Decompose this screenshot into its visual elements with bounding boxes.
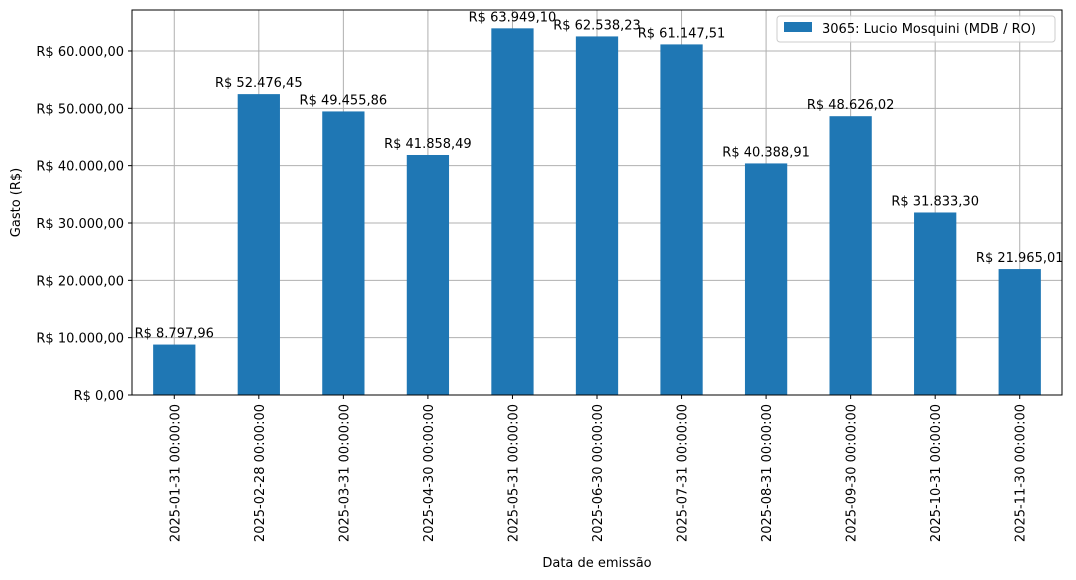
y-tick-label: R$ 60.000,00 <box>36 45 124 60</box>
bar <box>406 154 450 395</box>
legend: 3065: Lucio Mosquini (MDB / RO) <box>776 15 1056 43</box>
y-tick-label: R$ 50.000,00 <box>36 102 124 117</box>
bar-value-label: R$ 31.833,30 <box>891 194 979 209</box>
bar <box>237 94 280 396</box>
bar <box>998 269 1041 395</box>
x-tick-label: 2025-09-30 00:00:00 <box>845 404 860 542</box>
legend-box <box>776 15 1056 43</box>
y-tick-label: R$ 0,00 <box>74 389 124 404</box>
bar-value-label: R$ 62.538,23 <box>553 18 641 33</box>
data-labels: R$ 8.797,96 R$ 52.476,45 R$ 49.455,86 R$ 41… <box>135 10 1064 341</box>
bar <box>660 44 703 396</box>
x-tick-label: 2025-06-30 00:00:00 <box>591 404 606 542</box>
bar-value-label: R$ 49.455,86 <box>300 93 388 108</box>
y-tick-label: R$ 10.000,00 <box>36 332 124 347</box>
y-tick-label: R$ 30.000,00 <box>36 217 124 232</box>
x-tick-label: 2025-10-31 00:00:00 <box>929 404 944 542</box>
x-tick-label: 2025-05-31 00:00:00 <box>506 404 521 542</box>
y-tick-label: R$ 20.000,00 <box>36 274 124 289</box>
bar <box>914 212 957 395</box>
x-tick-label: 2025-01-31 00:00:00 <box>168 404 183 542</box>
y-axis-label: Gasto (R$) <box>9 168 24 237</box>
x-tick-label: 2025-07-31 00:00:00 <box>676 404 691 542</box>
bar-value-label: R$ 48.626,02 <box>807 98 895 113</box>
x-axis-label: Data de emissão <box>542 556 651 571</box>
bar <box>744 163 788 395</box>
x-tick-label: 2025-11-30 00:00:00 <box>1014 404 1029 542</box>
bar <box>491 28 534 396</box>
y-axis-ticks: R$ 0,00 R$ 10.000,00 R$ 20.000,00 R$ 30.000… <box>36 45 132 404</box>
bar-value-label: R$ 40.388,91 <box>722 145 810 160</box>
x-tick-label: 2025-02-28 00:00:00 <box>253 404 268 542</box>
bar <box>153 344 196 395</box>
bar-value-label: R$ 41.858,49 <box>384 137 472 152</box>
x-tick-label: 2025-04-30 00:00:00 <box>422 404 437 542</box>
legend-entry: 3065: Lucio Mosquini (MDB / RO) <box>822 22 1036 37</box>
bar-value-label: R$ 63.949,10 <box>469 10 557 25</box>
bar <box>575 36 619 395</box>
bar <box>829 116 872 395</box>
bar-value-label: R$ 52.476,45 <box>215 76 303 91</box>
bar-value-label: R$ 21.965,01 <box>976 251 1064 266</box>
legend-swatch <box>784 22 812 32</box>
x-axis-ticks: 2025-01-31 00:00:00 2025-02-28 00:00:00 20… <box>168 395 1029 542</box>
y-tick-label: R$ 40.000,00 <box>36 160 124 175</box>
bar <box>322 111 365 395</box>
bars <box>153 28 1041 396</box>
x-tick-label: 2025-08-31 00:00:00 <box>760 404 775 542</box>
x-tick-label: 2025-03-31 00:00:00 <box>337 404 352 542</box>
bar-value-label: R$ 8.797,96 <box>135 327 214 342</box>
bar-value-label: R$ 61.147,51 <box>638 26 726 41</box>
